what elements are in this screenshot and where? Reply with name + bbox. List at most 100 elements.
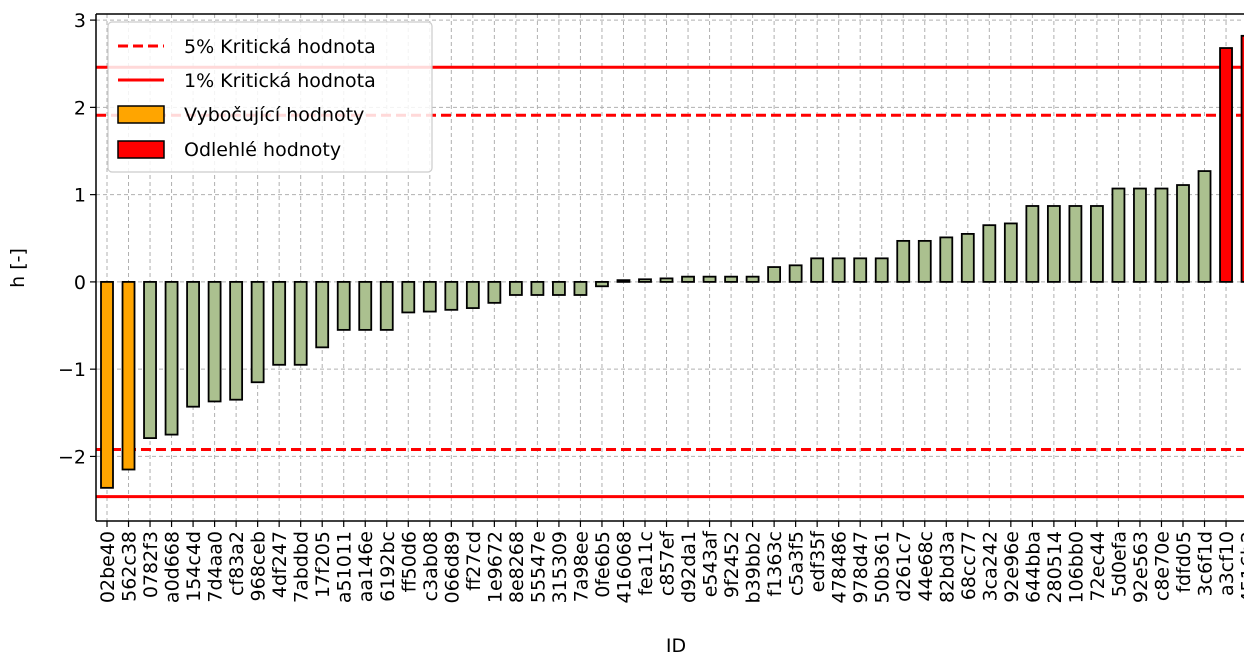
bar: [336, 280, 351, 331]
x-tick-label: 82bd3a: [936, 531, 958, 603]
legend-swatch: [117, 140, 165, 159]
bar: [164, 280, 179, 436]
x-tick-label: 315309: [549, 531, 571, 604]
x-tick-label: ff50d6: [398, 531, 420, 592]
bar: [917, 239, 932, 283]
x-tick-label: 968ceb: [248, 531, 270, 601]
y-tick-label: 3: [74, 10, 86, 32]
x-tick-label: 0782f3: [140, 531, 162, 598]
bar: [616, 279, 631, 283]
legend-label: Odlehlé hodnoty: [184, 139, 341, 161]
bar: [487, 280, 502, 304]
x-tick-label: 55547e: [527, 531, 549, 603]
bar: [1197, 170, 1212, 283]
x-tick-label: 3c6f1d: [1195, 531, 1217, 596]
legend-swatch: [117, 105, 165, 124]
x-tick-label: 7a98ee: [570, 531, 592, 602]
x-tick-label: d261c7: [893, 531, 915, 602]
x-tick-label: 17f205: [312, 531, 334, 598]
bar: [853, 257, 868, 283]
x-tick-label: 8e8268: [506, 531, 528, 603]
bar: [379, 280, 394, 331]
bar: [186, 280, 200, 408]
x-tick-label: 92e563: [1130, 531, 1152, 603]
axes: −2 −1 0 1 2 3 02be40 562c38 0782f3 a0d668 154c4d 7d…: [58, 10, 1244, 604]
x-tick-label: a3cf10: [1216, 531, 1238, 596]
x-tick-label: edf35f: [807, 530, 829, 593]
x-tick-label: d92da1: [678, 531, 700, 603]
bar: [1046, 205, 1061, 283]
bar: [552, 280, 566, 296]
x-tick-label: 7abdbd: [291, 531, 313, 603]
bar: [250, 280, 265, 384]
bar: [508, 280, 523, 296]
bar: [638, 278, 652, 283]
bar: [1133, 187, 1147, 283]
bar: [573, 280, 588, 296]
x-tick-label: 02be40: [97, 531, 119, 603]
bar: [1176, 184, 1190, 283]
x-axis-label: ID: [666, 635, 686, 657]
bar: [272, 280, 287, 366]
bar: [444, 280, 459, 311]
bar: [702, 275, 717, 283]
x-tick-label: 644bba: [1022, 531, 1044, 603]
bar: [874, 257, 889, 283]
bar: [788, 264, 803, 283]
legend-box: [107, 21, 433, 173]
bar: [896, 239, 911, 283]
x-tick-label: fdfd05: [1173, 531, 1195, 593]
x-tick-label: 478486: [829, 531, 851, 604]
bar: [315, 280, 330, 349]
legend: 5% Kritická hodnota 1% Kritická hodnota Vy…: [107, 21, 433, 173]
bar: [422, 280, 437, 313]
x-tick-label: 1e9672: [484, 531, 506, 603]
x-tick-label: 562c38: [119, 531, 141, 602]
bar: [745, 275, 760, 283]
legend-label: Vybočující hodnoty: [184, 104, 364, 126]
x-tick-label: c8e70e: [1151, 531, 1173, 601]
x-tick-label: 92e96e: [1001, 531, 1023, 603]
bar: [1240, 34, 1244, 283]
x-tick-label: 280514: [1044, 531, 1066, 604]
bar: [1111, 187, 1126, 283]
bar: [293, 280, 308, 366]
bar: [401, 280, 416, 314]
bar: [939, 236, 954, 283]
x-tick-label: 9f2452: [721, 531, 743, 598]
bar: [1025, 205, 1040, 283]
bar: [1090, 205, 1104, 283]
x-tick-label: 4df247: [269, 531, 291, 598]
x-tick-label: 4516b2: [1238, 531, 1244, 604]
bar: [831, 257, 846, 283]
bar: [767, 266, 782, 283]
x-tick-label: aa146e: [355, 531, 377, 602]
x-tick-label: c5a3f5: [786, 531, 808, 596]
x-tick-label: c857ef: [657, 530, 679, 596]
x-tick-label: 7d4aa0: [205, 531, 227, 603]
x-tick-label: 106bb0: [1065, 531, 1087, 603]
bar: [595, 280, 609, 288]
bar: [207, 280, 222, 403]
x-tick-label: fea11c: [635, 531, 657, 596]
legend-label: 5% Kritická hodnota: [184, 36, 376, 58]
bar: [465, 280, 480, 309]
bar: [1003, 222, 1018, 283]
x-tick-label: 72ec44: [1087, 531, 1109, 602]
bar: [659, 277, 674, 283]
bar: [960, 233, 975, 283]
y-tick-label: −2: [58, 446, 86, 468]
y-tick-label: 0: [74, 272, 86, 294]
bar: [121, 280, 136, 471]
x-tick-label: 0fe6b5: [592, 531, 614, 598]
y-axis-label: h [-]: [7, 248, 29, 288]
x-tick-label: b39bb2: [743, 531, 765, 603]
x-tick-label: cf83a2: [226, 531, 248, 596]
x-tick-label: 154c4d: [183, 531, 205, 602]
bar: [1219, 47, 1233, 283]
bar: [1068, 205, 1083, 283]
x-tick-label: 6192bc: [377, 531, 399, 602]
bar: [681, 275, 695, 283]
y-tick-label: 2: [74, 97, 86, 119]
